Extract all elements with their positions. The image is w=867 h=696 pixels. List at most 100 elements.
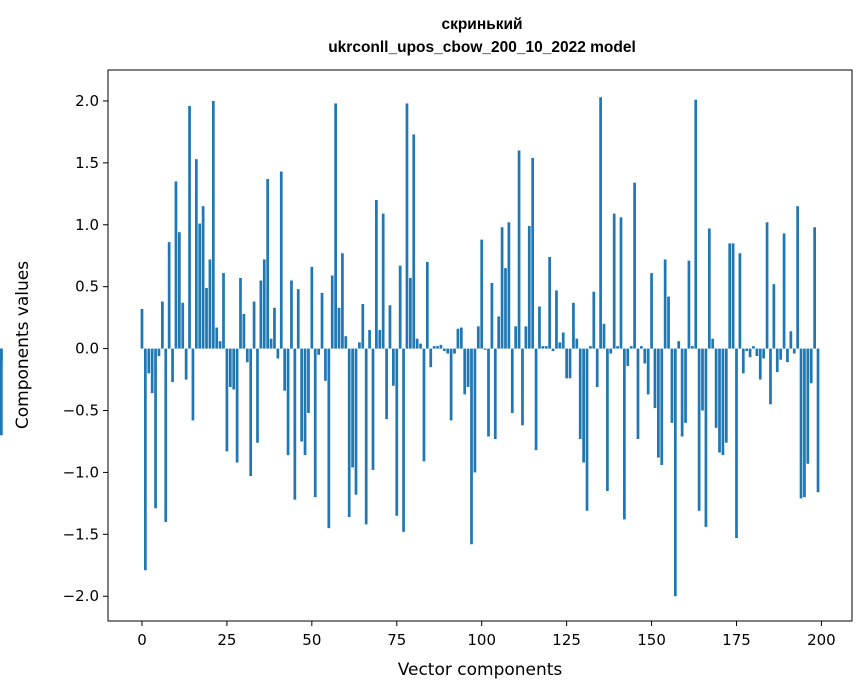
- bar: [303, 348, 307, 456]
- y-tick-label: −2.0: [63, 587, 99, 605]
- bar: [0, 348, 3, 361]
- y-axis-ticks: −2.0 −1.5 −1.0 −0.5 0.0 0.5 1.0 1.5 2.0: [63, 92, 108, 605]
- bar: [558, 342, 562, 349]
- bar: [439, 344, 443, 349]
- bar: [707, 228, 711, 349]
- bar: [673, 348, 677, 597]
- bar: [670, 348, 674, 423]
- bar: [612, 213, 616, 349]
- bar: [701, 348, 704, 411]
- bar: [493, 348, 497, 439]
- bar: [779, 348, 783, 360]
- bar: [758, 348, 762, 380]
- bar: [167, 242, 171, 349]
- y-tick-label: −1.5: [63, 525, 99, 543]
- bar: [555, 290, 558, 349]
- bar: [813, 227, 816, 349]
- bar: [609, 348, 613, 354]
- bar: [368, 330, 371, 349]
- bar: [269, 338, 273, 349]
- bar: [218, 341, 222, 349]
- bar: [208, 259, 212, 349]
- bar: [728, 243, 732, 349]
- bar: [313, 348, 317, 498]
- bar: [463, 348, 467, 395]
- bar: [398, 265, 402, 349]
- bar: [616, 346, 619, 349]
- bar: [347, 348, 351, 517]
- bars-group: [0, 97, 820, 597]
- y-tick-label: 1.5: [75, 154, 99, 172]
- bar: [490, 282, 494, 349]
- bar: [337, 307, 341, 349]
- bar: [364, 348, 368, 525]
- bar: [317, 348, 320, 355]
- bar: [483, 348, 487, 350]
- bar: [307, 348, 310, 413]
- bar: [599, 97, 602, 349]
- bar: [714, 348, 718, 428]
- bar: [409, 278, 412, 349]
- bar: [619, 217, 623, 349]
- bar: [188, 105, 191, 349]
- bar: [351, 348, 354, 468]
- bar: [276, 348, 280, 359]
- bar: [792, 348, 796, 354]
- bar: [235, 348, 239, 463]
- bar: [266, 178, 270, 349]
- bar: [480, 239, 484, 349]
- bar: [385, 348, 388, 420]
- x-tick-label: 175: [722, 631, 751, 649]
- bar: [259, 280, 263, 349]
- bar: [775, 348, 779, 373]
- bar: [262, 259, 266, 349]
- bar: [721, 348, 725, 456]
- bar: [412, 134, 416, 349]
- x-axis-label: Vector components: [398, 660, 563, 680]
- bar: [252, 301, 256, 349]
- bar: [378, 330, 382, 349]
- bar: [680, 348, 684, 437]
- bar: [256, 348, 259, 443]
- bar: [718, 348, 721, 453]
- bar: [541, 346, 545, 349]
- bar: [769, 348, 772, 405]
- bar: [422, 348, 426, 462]
- bar: [629, 346, 633, 349]
- bar: [809, 348, 813, 384]
- y-axis-label: Components values: [13, 261, 33, 429]
- bar: [507, 222, 511, 349]
- bar: [449, 348, 453, 421]
- bar: [228, 348, 232, 387]
- bar: [191, 348, 195, 421]
- bar: [293, 348, 297, 500]
- bar: [575, 338, 579, 349]
- x-axis-ticks: 0 25 50 75 100 125 150 175 200: [137, 621, 836, 649]
- bar: [476, 326, 480, 349]
- bar: [283, 348, 287, 391]
- bar: [473, 348, 477, 473]
- bar: [222, 273, 225, 349]
- bar: [748, 348, 752, 358]
- bar: [510, 348, 514, 413]
- bar: [320, 292, 324, 349]
- bar: [432, 346, 436, 349]
- bar: [381, 213, 385, 349]
- bar: [300, 348, 303, 442]
- bar: [551, 348, 555, 352]
- bar: [375, 200, 378, 349]
- bar: [419, 343, 422, 349]
- bar: [358, 342, 361, 349]
- bar: [327, 348, 331, 529]
- bar: [640, 346, 643, 349]
- bar: [487, 348, 490, 437]
- bar: [626, 348, 630, 366]
- bar: [677, 341, 681, 349]
- bar: [786, 348, 789, 363]
- bar: [789, 331, 793, 349]
- bar: [205, 287, 208, 349]
- bar: [803, 348, 806, 498]
- chart-title: скринький: [441, 16, 522, 33]
- bar: [643, 348, 647, 364]
